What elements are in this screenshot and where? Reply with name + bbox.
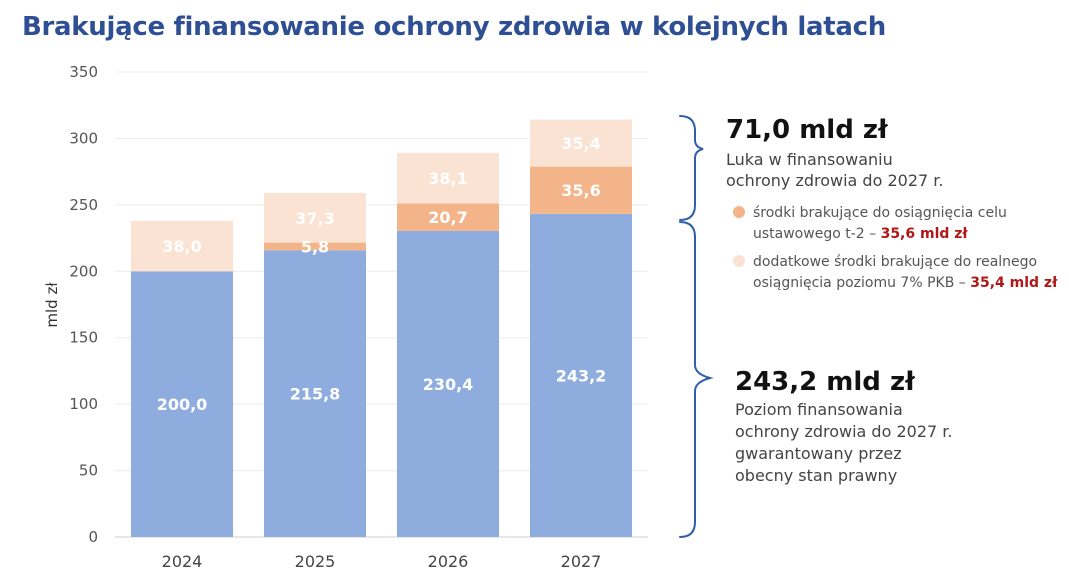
y-tick-label: 150: [69, 329, 98, 347]
bar-base: [530, 213, 632, 538]
y-tick-label: 0: [88, 528, 98, 546]
base-description: gwarantowany przez: [735, 444, 902, 463]
gap-description: ochrony zdrowia do 2027 r.: [726, 171, 943, 190]
data-label: 20,7: [428, 208, 467, 227]
y-axis-title: mld zł: [43, 282, 61, 328]
data-label: 38,0: [162, 237, 201, 256]
legend-text: osiągnięcia poziomu 7% PKB – 35,4 mld zł: [753, 275, 1058, 291]
legend-swatch: [733, 206, 745, 218]
y-tick-label: 350: [69, 63, 98, 81]
legend-highlight: 35,6 mld zł: [881, 226, 969, 242]
legend-text: dodatkowe środki brakujące do realnego: [753, 254, 1037, 270]
y-axis: 0 50 100 150 200 250 300 350 mld zł: [43, 63, 98, 546]
bar-base: [397, 230, 499, 537]
bar-additional: [131, 220, 233, 272]
y-tick-label: 200: [69, 262, 98, 280]
bar-base: [131, 271, 233, 537]
gap-brace: [679, 115, 704, 221]
y-tick-label: 50: [79, 462, 98, 480]
legend-text: środki brakujące do osiągnięcia celu: [753, 205, 1007, 221]
bars: [131, 119, 632, 538]
x-axis: 2024 2025 2026 2027: [162, 552, 602, 571]
data-label: 5,8: [301, 237, 329, 256]
data-label: 38,1: [428, 169, 467, 188]
legend-highlight: 35,4 mld zł: [970, 275, 1058, 291]
annotations: 71,0 mld zł Luka w finansowaniu ochrony zd…: [679, 115, 1058, 538]
data-label: 35,6: [561, 181, 600, 200]
y-tick-label: 250: [69, 196, 98, 214]
x-tick-label: 2026: [428, 552, 469, 571]
y-tick-label: 100: [69, 395, 98, 413]
base-description: obecny stan prawny: [735, 466, 897, 485]
base-description: Poziom finansowania: [735, 400, 903, 419]
data-label: 37,3: [295, 209, 334, 228]
bar-shortfall: [397, 203, 499, 231]
legend-text: ustawowego t-2 – 35,6 mld zł: [753, 226, 968, 242]
data-label: 230,4: [423, 375, 474, 394]
data-label: 215,8: [290, 385, 341, 404]
data-label: 243,2: [556, 366, 607, 385]
bar-additional: [530, 119, 632, 167]
bar-shortfall: [264, 242, 366, 251]
x-tick-label: 2024: [162, 552, 203, 571]
y-tick-label: 300: [69, 129, 98, 147]
data-label: 35,4: [561, 134, 600, 153]
bar-shortfall: [530, 166, 632, 214]
base-brace: [679, 221, 714, 538]
gap-description: Luka w finansowaniu: [726, 150, 893, 169]
base-value: 243,2 mld zł: [735, 367, 916, 397]
bar-base: [264, 250, 366, 537]
chart-title: Brakujące finansowanie ochrony zdrowia w…: [22, 12, 886, 42]
x-tick-label: 2027: [561, 552, 602, 571]
x-tick-label: 2025: [295, 552, 336, 571]
base-description: ochrony zdrowia do 2027 r.: [735, 422, 952, 441]
data-label: 200,0: [157, 395, 208, 414]
legend-swatch: [733, 255, 745, 267]
data-labels: 200,0 38,0 215,8 5,8 37,3 230,4 20,7 38,1 243,2 3…: [157, 134, 607, 414]
bar-additional: [397, 152, 499, 204]
gap-value: 71,0 mld zł: [726, 115, 889, 145]
bar-additional: [264, 193, 366, 243]
